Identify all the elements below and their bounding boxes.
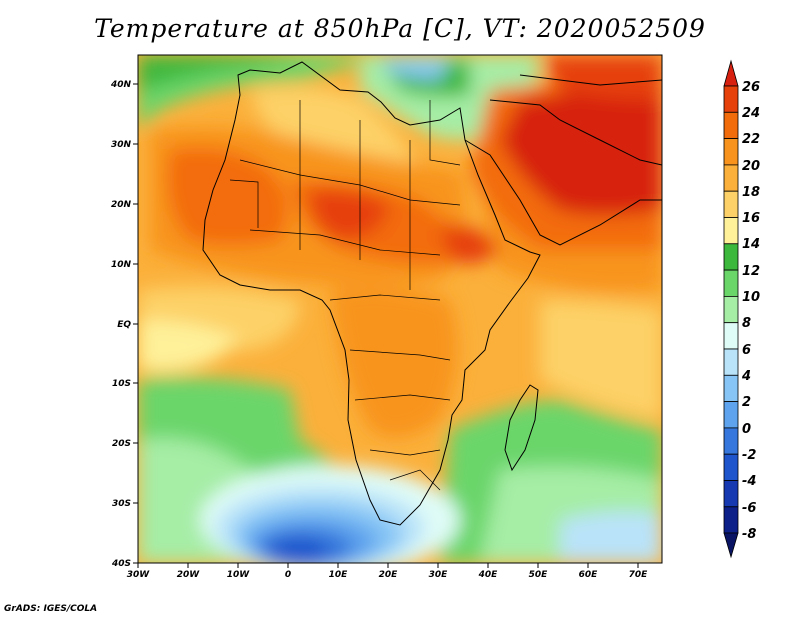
colorbar-label: 12 bbox=[742, 264, 760, 279]
lon-label-20w: 20W bbox=[177, 570, 201, 580]
lat-label-30n: 30N bbox=[111, 140, 132, 150]
lat-label-40s: 40S bbox=[111, 559, 131, 569]
colorbar-label: 16 bbox=[742, 211, 760, 226]
colorbar-label: 10 bbox=[742, 290, 760, 305]
lon-label-60e: 60E bbox=[579, 570, 599, 580]
colorbar-label: -6 bbox=[742, 501, 756, 516]
colorbar-segment bbox=[723, 190, 739, 218]
colorbar-label: 22 bbox=[742, 132, 760, 147]
temperature-field bbox=[138, 55, 662, 563]
colorbar-label: 0 bbox=[742, 422, 751, 437]
colorbar-segment bbox=[723, 111, 739, 140]
colorbar bbox=[723, 59, 739, 559]
lon-label-70e: 70E bbox=[629, 570, 649, 580]
lon-label-30w: 30W bbox=[127, 570, 151, 580]
lat-label-40n: 40N bbox=[110, 80, 132, 90]
colorbar-segment bbox=[723, 401, 739, 429]
colorbar-segment-top-arrow bbox=[723, 59, 739, 87]
colorbar-segment bbox=[723, 374, 739, 402]
lon-label-20e: 20E bbox=[379, 570, 399, 580]
colorbar-label: 18 bbox=[742, 185, 760, 200]
colorbar-segment bbox=[723, 269, 739, 297]
lat-label-30s: 30S bbox=[112, 499, 131, 509]
lon-label-10e: 10E bbox=[329, 570, 349, 580]
colorbar-segment bbox=[723, 480, 739, 508]
colorbar-segment bbox=[723, 322, 739, 350]
map-frame bbox=[137, 54, 663, 564]
map-title: Temperature at 850hPa [C], VT: 202005250… bbox=[94, 14, 706, 43]
software-credit: GrADS: IGES/COLA bbox=[4, 604, 98, 614]
lat-label-20n: 20N bbox=[111, 200, 132, 210]
colorbar-label: 20 bbox=[742, 159, 760, 174]
colorbar-segment bbox=[723, 453, 739, 481]
colorbar-label: -4 bbox=[742, 474, 756, 489]
lon-label-10w: 10W bbox=[227, 570, 251, 580]
lon-ticks bbox=[137, 563, 639, 568]
lat-label-eq: EQ bbox=[117, 320, 131, 330]
colorbar-label: 2 bbox=[742, 395, 751, 410]
lon-label-0: 0 bbox=[285, 570, 291, 580]
lon-label-50e: 50E bbox=[529, 570, 549, 580]
colorbar-label: 24 bbox=[742, 106, 760, 121]
colorbar-segment bbox=[723, 85, 739, 113]
country-borders bbox=[229, 100, 461, 491]
colorbar-segment-bottom-arrow bbox=[723, 532, 739, 559]
colorbar-label: 6 bbox=[742, 343, 751, 358]
colorbar-segment bbox=[723, 164, 739, 192]
coastlines bbox=[202, 61, 662, 526]
lon-label-40e: 40E bbox=[478, 570, 499, 580]
colorbar-segment bbox=[723, 138, 739, 166]
colorbar-label: -2 bbox=[742, 448, 756, 463]
colorbar-label: 4 bbox=[741, 369, 751, 384]
colorbar-segment bbox=[723, 217, 739, 245]
colorbar-segment bbox=[723, 506, 739, 534]
lat-ticks bbox=[133, 83, 138, 564]
colorbar-segment bbox=[723, 243, 739, 271]
colorbar-label: -8 bbox=[742, 527, 756, 542]
lat-label-10s: 10S bbox=[112, 379, 131, 389]
colorbar-label: 14 bbox=[742, 237, 760, 252]
colorbar-label: 8 bbox=[742, 316, 751, 331]
colorbar-label: 26 bbox=[742, 80, 760, 95]
colorbar-segment bbox=[723, 427, 739, 455]
lat-label-20s: 20S bbox=[112, 439, 131, 449]
lon-label-30e: 30E bbox=[429, 570, 449, 580]
lat-label-10n: 10N bbox=[111, 260, 132, 270]
colorbar-segment bbox=[723, 348, 739, 376]
colorbar-segment bbox=[723, 295, 739, 324]
